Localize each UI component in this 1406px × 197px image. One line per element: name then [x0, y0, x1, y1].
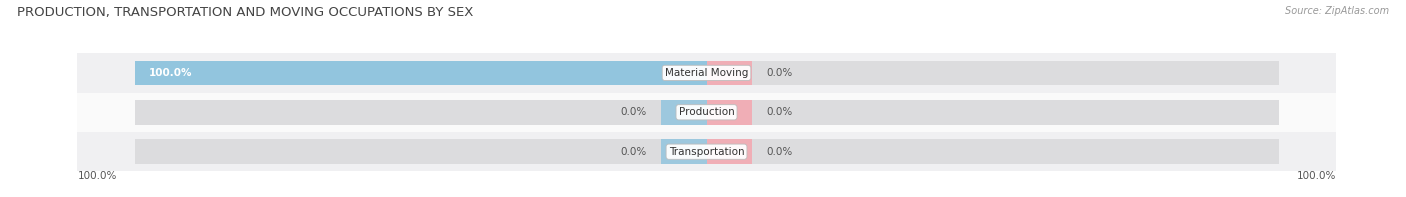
Bar [77, 53, 1336, 93]
Text: 0.0%: 0.0% [766, 147, 793, 157]
Bar [77, 93, 1336, 132]
Text: 100.0%: 100.0% [149, 68, 193, 78]
Bar [135, 61, 707, 85]
Bar [135, 61, 707, 85]
Text: Material Moving: Material Moving [665, 68, 748, 78]
Text: 0.0%: 0.0% [620, 107, 647, 117]
Bar [707, 100, 1278, 125]
Text: 100.0%: 100.0% [1296, 171, 1336, 181]
Bar [77, 132, 1336, 171]
Text: Production: Production [679, 107, 734, 117]
Bar [707, 100, 752, 125]
Bar [661, 139, 707, 164]
Bar [707, 139, 1278, 164]
Bar [707, 139, 752, 164]
Text: Source: ZipAtlas.com: Source: ZipAtlas.com [1285, 6, 1389, 16]
Text: 0.0%: 0.0% [766, 107, 793, 117]
Bar [707, 61, 1278, 85]
Text: 0.0%: 0.0% [620, 147, 647, 157]
Bar [661, 100, 707, 125]
Bar [135, 139, 707, 164]
Text: 0.0%: 0.0% [766, 68, 793, 78]
Bar [707, 61, 752, 85]
Text: Transportation: Transportation [669, 147, 744, 157]
Text: PRODUCTION, TRANSPORTATION AND MOVING OCCUPATIONS BY SEX: PRODUCTION, TRANSPORTATION AND MOVING OC… [17, 6, 474, 19]
Bar [135, 100, 707, 125]
Text: 100.0%: 100.0% [77, 171, 117, 181]
